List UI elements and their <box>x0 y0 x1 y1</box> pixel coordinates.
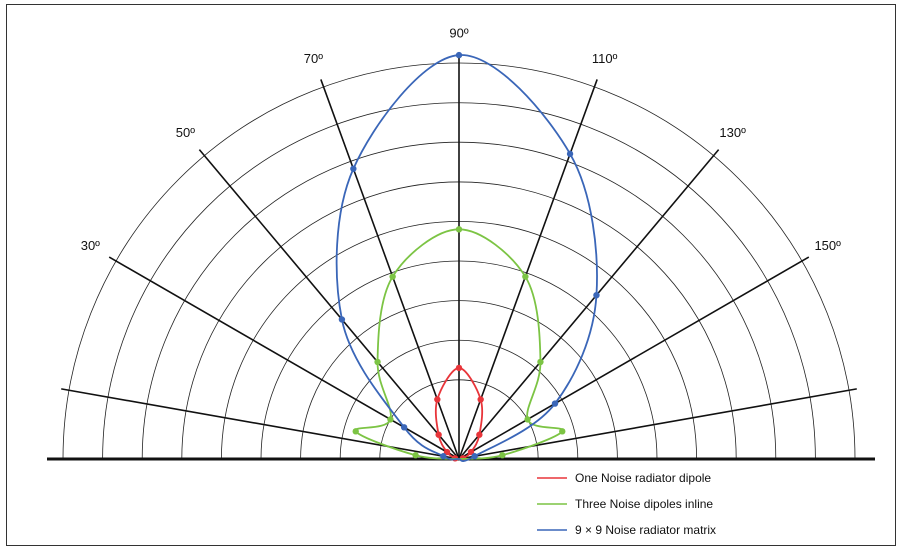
spoke-150 <box>458 256 810 460</box>
spoke-130 <box>458 149 720 460</box>
series-0-point-6 <box>476 431 483 438</box>
series-1 <box>352 226 566 460</box>
series-0-point-4 <box>455 364 463 372</box>
angle-label-90: 90º <box>449 25 468 40</box>
series-2-point-7 <box>551 400 559 407</box>
series-2-point-0 <box>440 453 447 460</box>
angle-label-150: 150º <box>814 238 841 253</box>
chart-frame: 30º 50º 70º 90º 110º 130º 150º One Noise radia… <box>6 4 896 546</box>
series-1-point-10 <box>499 452 506 459</box>
series-2-point-6 <box>593 291 600 299</box>
spoke-110 <box>458 79 598 460</box>
spoke-30 <box>108 256 460 460</box>
series-2-point-8 <box>471 453 478 460</box>
series-1-point-8 <box>524 416 531 423</box>
data-series <box>335 51 600 462</box>
series-1-point-3 <box>374 358 381 366</box>
series-2-point-1 <box>400 424 408 431</box>
legend-label-matrix: 9 × 9 Noise radiator matrix <box>575 523 716 537</box>
series-1-point-7 <box>537 358 544 366</box>
series-1-point-5 <box>455 226 463 233</box>
angle-label-110: 110º <box>592 51 618 66</box>
spoke-50 <box>198 149 460 460</box>
legend-label-one-dipole: One Noise radiator dipole <box>575 471 711 485</box>
spoke-70 <box>320 79 460 460</box>
polar-plot: 30º 50º 70º 90º 110º 130º 150º One Noise radia… <box>47 25 875 537</box>
grid-spokes <box>61 55 857 460</box>
series-0-point-1 <box>443 448 451 456</box>
series-1-point-1 <box>352 428 359 435</box>
series-0-point-2 <box>435 431 442 438</box>
legend-label-three-dipoles: Three Noise dipoles inline <box>575 497 713 511</box>
series-1-point-0 <box>412 452 419 459</box>
series-0-point-3 <box>434 396 441 403</box>
angle-label-30: 30º <box>81 238 100 253</box>
series-1-point-6 <box>522 273 529 280</box>
series-1-point-9 <box>559 428 566 435</box>
series-2-point-4 <box>455 51 463 59</box>
angle-label-50: 50º <box>176 125 195 140</box>
series-2-point-3 <box>350 165 357 172</box>
series-2-point-2 <box>338 316 346 323</box>
angle-label-70: 70º <box>304 51 323 66</box>
angle-labels: 30º 50º 70º 90º 110º 130º 150º <box>81 25 841 253</box>
series-1-point-2 <box>387 416 394 423</box>
series-2 <box>335 51 600 462</box>
series-0-point-5 <box>477 396 484 403</box>
series-0-point-7 <box>467 448 475 456</box>
series-0 <box>434 364 484 462</box>
series-line-2 <box>335 54 598 462</box>
series-2-point-5 <box>566 150 574 158</box>
series-1-point-4 <box>389 273 396 280</box>
legend: One Noise radiator dipole Three Noise di… <box>537 471 716 537</box>
angle-label-130: 130º <box>719 125 746 140</box>
